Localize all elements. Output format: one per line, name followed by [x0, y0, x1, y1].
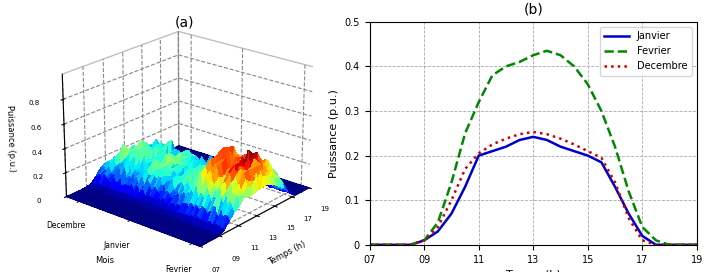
Decembre — [638, 239, 646, 242]
X-axis label: Temps (h): Temps (h) — [506, 270, 561, 272]
Y-axis label: Puissance (p.u.): Puissance (p.u.) — [329, 89, 339, 178]
Decembre — [624, 217, 633, 220]
Decembre — [420, 239, 429, 242]
Fevrier — [652, 239, 661, 242]
Fevrier — [502, 65, 510, 68]
Fevrier — [515, 60, 524, 64]
Decembre — [570, 143, 579, 146]
Janvier — [597, 161, 606, 164]
Decembre — [379, 243, 387, 246]
Janvier — [570, 150, 579, 153]
Janvier — [665, 243, 674, 246]
Decembre — [515, 132, 524, 136]
Fevrier — [407, 243, 415, 246]
Fevrier — [379, 243, 387, 246]
Decembre — [502, 137, 510, 140]
Decembre — [474, 152, 483, 155]
Fevrier — [679, 243, 688, 246]
Janvier — [488, 150, 497, 153]
Decembre — [407, 243, 415, 246]
Decembre — [488, 143, 497, 146]
Janvier — [679, 243, 688, 246]
Fevrier — [420, 239, 429, 242]
Decembre — [461, 167, 469, 171]
Fevrier — [693, 243, 701, 246]
Title: (a): (a) — [175, 16, 195, 29]
Line: Fevrier: Fevrier — [370, 51, 697, 245]
Janvier — [434, 230, 442, 233]
Decembre — [392, 243, 401, 246]
Decembre — [679, 243, 688, 246]
Fevrier — [665, 243, 674, 246]
Janvier — [638, 234, 646, 237]
Janvier — [624, 212, 633, 215]
Fevrier — [434, 221, 442, 224]
Janvier — [529, 135, 538, 138]
Title: (b): (b) — [523, 2, 543, 16]
Decembre — [434, 225, 442, 228]
Fevrier — [584, 83, 592, 86]
Janvier — [542, 138, 551, 142]
Decembre — [597, 156, 606, 159]
Fevrier — [447, 181, 456, 184]
Decembre — [556, 137, 565, 140]
Y-axis label: Mois: Mois — [95, 256, 114, 265]
Fevrier — [365, 243, 374, 246]
Decembre — [542, 132, 551, 136]
Fevrier — [474, 100, 483, 104]
Janvier — [420, 239, 429, 242]
Decembre — [447, 199, 456, 202]
Line: Decembre: Decembre — [370, 132, 697, 245]
Fevrier — [611, 145, 619, 148]
Decembre — [584, 150, 592, 153]
Fevrier — [461, 132, 469, 135]
Legend: Janvier, Fevrier, Decembre: Janvier, Fevrier, Decembre — [599, 27, 692, 76]
Janvier — [611, 185, 619, 188]
Janvier — [693, 243, 701, 246]
Decembre — [652, 243, 661, 246]
Fevrier — [488, 74, 497, 77]
Janvier — [447, 212, 456, 215]
Janvier — [365, 243, 374, 246]
Janvier — [502, 145, 510, 148]
Janvier — [556, 145, 565, 148]
Fevrier — [638, 225, 646, 228]
Janvier — [474, 154, 483, 157]
Decembre — [665, 243, 674, 246]
Fevrier — [392, 243, 401, 246]
Janvier — [379, 243, 387, 246]
Fevrier — [556, 54, 565, 57]
Decembre — [693, 243, 701, 246]
Decembre — [529, 130, 538, 134]
Fevrier — [624, 190, 633, 193]
Fevrier — [542, 49, 551, 52]
Decembre — [365, 243, 374, 246]
Janvier — [461, 185, 469, 188]
Janvier — [584, 154, 592, 157]
Fevrier — [570, 65, 579, 68]
Janvier — [515, 138, 524, 142]
Janvier — [392, 243, 401, 246]
X-axis label: Temps (h): Temps (h) — [267, 239, 307, 267]
Line: Janvier: Janvier — [370, 137, 697, 245]
Fevrier — [597, 109, 606, 113]
Fevrier — [529, 54, 538, 57]
Janvier — [652, 243, 661, 246]
Decembre — [611, 181, 619, 184]
Janvier — [407, 243, 415, 246]
